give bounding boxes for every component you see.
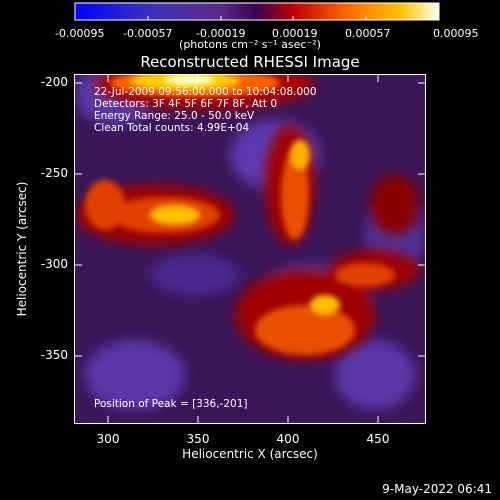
- x-tick-label: 450: [366, 432, 390, 446]
- info-time-range: 22-Jul-2009 09:56:00.000 to 10:04:08.000: [94, 86, 317, 98]
- y-axis-label: Heliocentric Y (arcsec): [15, 181, 29, 317]
- colorbar-tick-label: 0.00019: [272, 27, 318, 40]
- colorbar-ticks: [74, 16, 440, 20]
- colorbar: [74, 2, 440, 21]
- y-tick-label: -200: [40, 75, 68, 89]
- rhessi-image: [75, 75, 425, 423]
- y-tick-label: -250: [40, 166, 68, 180]
- info-detectors: Detectors: 3F 4F 5F 6F 7F 8F, Att 0: [94, 98, 278, 110]
- x-tick-label: 400: [276, 432, 300, 446]
- colorbar-tick-label: -0.00057: [123, 27, 173, 40]
- peak-position: Position of Peak = [336,-201]: [94, 398, 248, 410]
- emission-white: [165, 75, 215, 85]
- colorbar-border: [74, 2, 440, 21]
- colorbar-gradient: [75, 3, 439, 20]
- plot-title: Reconstructed RHESSI Image: [140, 53, 360, 71]
- colorbar-tick-label: -0.00095: [55, 27, 105, 40]
- colorbar-tick-label: 0.00095: [433, 27, 479, 40]
- x-tick-label: 350: [186, 432, 210, 446]
- info-energy-range: Energy Range: 25.0 - 50.0 keV: [94, 110, 255, 122]
- y-tick-label: -300: [40, 257, 68, 271]
- info-clean-counts: Clean Total counts: 4.99E+04: [94, 122, 250, 134]
- colorbar-units: (photons cm⁻² s⁻¹ asec⁻²): [179, 38, 321, 51]
- x-tick-label: 300: [96, 432, 120, 446]
- plot-frame: [74, 74, 426, 424]
- x-axis-label: Heliocentric X (arcsec): [182, 447, 318, 461]
- timestamp: 9-May-2022 06:41: [382, 482, 492, 496]
- colorbar-tick-label: 0.00057: [345, 27, 391, 40]
- colorbar-tick-label: -0.00019: [196, 27, 246, 40]
- y-tick-label: -350: [40, 348, 68, 362]
